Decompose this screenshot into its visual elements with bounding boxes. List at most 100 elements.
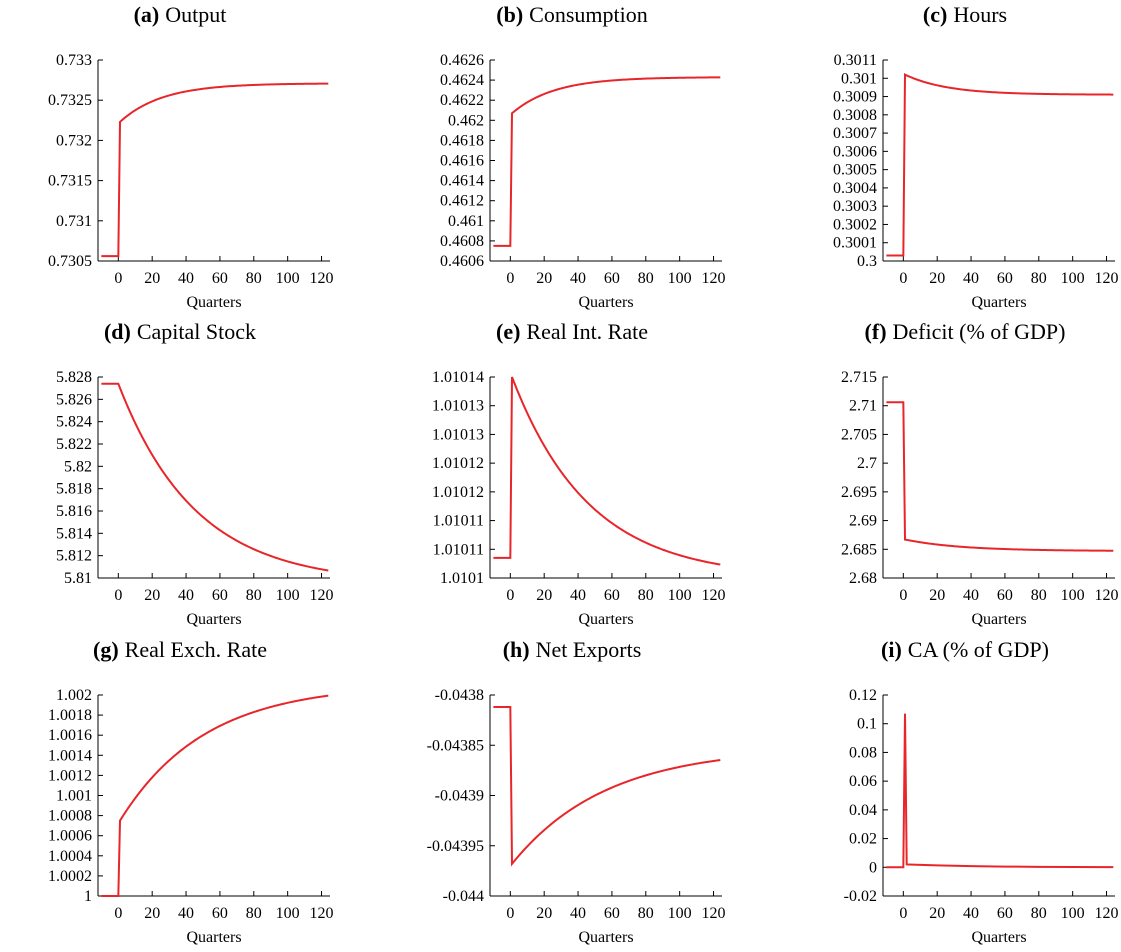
series-line xyxy=(101,82,329,258)
x-tick-label: 100 xyxy=(1061,270,1085,287)
x-tick-label: 20 xyxy=(144,270,160,287)
chart-panel: (d) Capital Stock 5.81 5.812 5.814 5.816 5.818… xyxy=(0,317,374,634)
chart-panel: (i) CA (% of GDP) -0.02 0 0.02 0.04 0.06 0.08 0.… xyxy=(785,635,1121,952)
y-tick-label: 5.814 xyxy=(56,525,92,542)
x-tick-label: 80 xyxy=(638,270,654,287)
x-tick-label: 100 xyxy=(1061,587,1085,604)
x-tick-label: 80 xyxy=(246,270,262,287)
y-tick-label: 2.69 xyxy=(849,513,877,530)
x-tick-label: 40 xyxy=(570,270,586,287)
x-axis-label: Quarters xyxy=(578,294,633,311)
y-tick-label: 0 xyxy=(869,859,877,876)
x-tick-label: 60 xyxy=(212,905,228,922)
y-tick-label: 1.01011 xyxy=(433,513,484,530)
chart-svg: -0.02 0 0.02 0.04 0.06 0.08 0.1 0.12 0 20 40 60 80 10… xyxy=(844,687,1119,946)
y-tick-label: 1.01012 xyxy=(432,455,484,472)
series-line xyxy=(101,382,329,572)
x-axis-label: Quarters xyxy=(578,611,633,628)
y-tick-label: 1.0012 xyxy=(48,767,92,784)
x-tick-label: 100 xyxy=(668,587,692,604)
x-tick-label: 120 xyxy=(702,905,726,922)
x-tick-label: 60 xyxy=(604,587,620,604)
chart-title: (g) Real Exch. Rate xyxy=(0,635,360,665)
panel-title-text: Hours xyxy=(953,2,1008,27)
chart-panel: (e) Real Int. Rate 1.0101 1.01011 1.01011 1.0… xyxy=(392,317,766,634)
y-tick-label: 1.0101 xyxy=(440,570,484,587)
y-tick-label: 0.08 xyxy=(849,744,877,761)
x-tick-label: 0 xyxy=(506,905,514,922)
y-tick-label: 0.732 xyxy=(56,132,92,149)
panel-title-text: Output xyxy=(165,2,227,27)
y-tick-label: 0.4608 xyxy=(440,233,484,250)
series-line xyxy=(493,706,721,867)
x-tick-label: 120 xyxy=(1095,905,1119,922)
chart-panel: (a) Output 0.7305 0.731 0.7315 0.732 0.7325 0.7… xyxy=(0,0,374,317)
y-tick-label: 0.4622 xyxy=(440,92,484,109)
series-line xyxy=(101,694,329,897)
x-tick-label: 60 xyxy=(212,587,228,604)
chart-title: (d) Capital Stock xyxy=(0,317,360,347)
y-tick-label: 1.0002 xyxy=(48,868,92,885)
y-tick-label: 0.3011 xyxy=(834,52,877,69)
panel-title-text: Consumption xyxy=(529,2,648,27)
chart-panel: (h) Net Exports -0.044 -0.04395 -0.0439 -0.04… xyxy=(392,635,766,952)
y-tick-label: 2.685 xyxy=(841,541,877,558)
chart-svg: -0.044 -0.04395 -0.0439 -0.04385 -0.0438 0 20 4… xyxy=(427,687,726,946)
y-tick-label: -0.0439 xyxy=(435,788,484,805)
chart-svg: 5.81 5.812 5.814 5.816 5.818 5.82 5.822 5.824 5.… xyxy=(56,369,334,628)
x-axis-label: Quarters xyxy=(971,611,1026,628)
y-tick-label: 5.816 xyxy=(56,503,92,520)
x-tick-label: 100 xyxy=(1061,905,1085,922)
x-tick-label: 60 xyxy=(212,270,228,287)
y-tick-label: 5.82 xyxy=(64,458,92,475)
y-tick-label: 0.12 xyxy=(849,687,877,704)
x-tick-label: 100 xyxy=(276,270,300,287)
x-tick-label: 120 xyxy=(702,270,726,287)
y-tick-label: 0.06 xyxy=(849,773,877,790)
panel-label: (a) xyxy=(133,2,160,27)
panel-label: (h) xyxy=(502,637,530,662)
y-tick-label: -0.044 xyxy=(443,888,484,905)
y-tick-label: 0.3006 xyxy=(833,143,877,160)
y-tick-label: 1.01011 xyxy=(433,541,484,558)
x-tick-label: 80 xyxy=(638,905,654,922)
panel-label: (g) xyxy=(93,637,119,662)
x-tick-label: 20 xyxy=(144,905,160,922)
x-tick-label: 60 xyxy=(997,270,1013,287)
x-tick-label: 0 xyxy=(506,587,514,604)
series-line xyxy=(493,376,721,566)
y-tick-label: 1.01013 xyxy=(432,398,484,415)
y-tick-label: 0.733 xyxy=(56,52,92,69)
y-tick-label: 1.0006 xyxy=(48,828,92,845)
x-tick-label: 80 xyxy=(246,905,262,922)
chart-svg: 1 1.0002 1.0004 1.0006 1.0008 1.001 1.0012 1.00… xyxy=(48,687,334,946)
x-axis-label: Quarters xyxy=(971,929,1026,946)
panel-title-text: CA (% of GDP) xyxy=(907,637,1049,662)
x-tick-label: 0 xyxy=(899,905,907,922)
panel-title-text: Capital Stock xyxy=(136,319,257,344)
x-tick-label: 120 xyxy=(310,905,334,922)
x-tick-label: 60 xyxy=(604,905,620,922)
chart-title: (e) Real Int. Rate xyxy=(392,317,752,347)
y-tick-label: -0.02 xyxy=(844,888,877,905)
x-tick-label: 40 xyxy=(178,270,194,287)
y-tick-label: 0.7315 xyxy=(48,173,92,190)
y-tick-label: 5.81 xyxy=(64,570,92,587)
x-tick-label: 20 xyxy=(536,587,552,604)
x-tick-label: 20 xyxy=(536,905,552,922)
y-tick-label: 0.4616 xyxy=(440,153,484,170)
x-tick-label: 100 xyxy=(668,905,692,922)
chart-panel: (c) Hours 0.3 0.3001 0.3002 0.3003 0.3004 0.300… xyxy=(785,0,1121,317)
y-tick-label: 0.462 xyxy=(448,112,484,129)
y-tick-label: 0.3009 xyxy=(833,89,877,106)
y-tick-label: 0.1 xyxy=(857,716,877,733)
y-tick-label: 5.828 xyxy=(56,369,92,386)
y-tick-label: 1.01013 xyxy=(432,426,484,443)
series-line xyxy=(886,713,1114,869)
chart-title: (c) Hours xyxy=(785,0,1121,30)
x-tick-label: 20 xyxy=(144,587,160,604)
panel-title-text: Real Int. Rate xyxy=(526,319,648,344)
x-tick-label: 0 xyxy=(506,270,514,287)
x-tick-label: 0 xyxy=(114,905,122,922)
y-tick-label: 0.4626 xyxy=(440,52,484,69)
